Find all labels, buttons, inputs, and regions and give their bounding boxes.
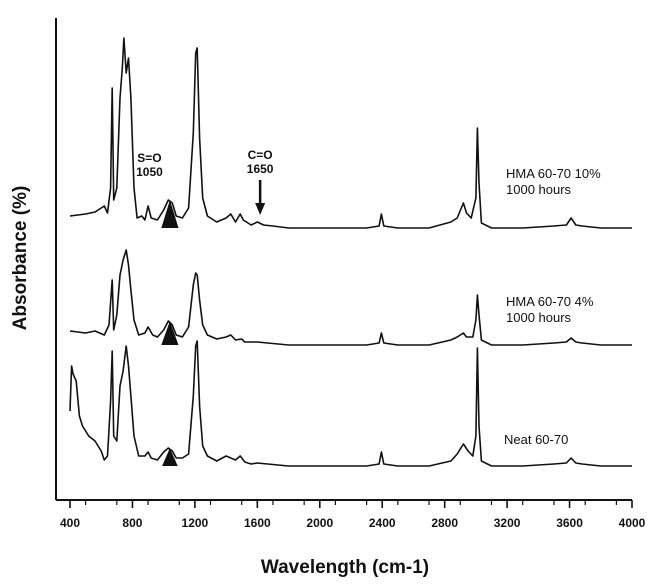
annotation-1-line-1: S=O: [137, 151, 161, 165]
x-tick-label-2000: 2000: [306, 516, 333, 530]
y-axis-title: Absorbance (%): [10, 186, 31, 331]
annotation-2-line-2: 1650: [247, 162, 274, 176]
series-label-2-line-1: HMA 60-70 4%: [506, 294, 594, 309]
series-line-2: [69, 249, 632, 346]
x-tick-label-2400: 2400: [369, 516, 396, 530]
series-label-2-line-2: 1000 hours: [506, 310, 572, 325]
filled-peak-3: [162, 448, 178, 466]
x-tick-layer: 400 800 1200 1600 2000 2400 2800 3200 3600 4000: [60, 500, 646, 530]
x-tick-label-400: 400: [60, 516, 80, 530]
annotation-2-line-1: C=O: [248, 148, 273, 162]
peak-fill-layer: [161, 200, 179, 466]
annotation-1-line-2: 1050: [136, 165, 163, 179]
annotation-arrow-head: [255, 203, 266, 215]
x-tick-label-1600: 1600: [244, 516, 271, 530]
x-axis-title: Wavelength (cm-1): [261, 557, 429, 578]
x-tick-label-3600: 3600: [556, 516, 583, 530]
series-line-3: [69, 340, 632, 467]
x-tick-label-2800: 2800: [431, 516, 458, 530]
series-label-1-line-2: 1000 hours: [506, 182, 572, 197]
filled-peak-1: [161, 200, 179, 228]
x-tick-label-3200: 3200: [494, 516, 521, 530]
series-label-3-line-1: Neat 60-70: [504, 432, 568, 447]
x-tick-label-1200: 1200: [182, 516, 209, 530]
filled-peak-2: [161, 321, 179, 345]
series-label-1-line-1: HMA 60-70 10%: [506, 166, 601, 181]
series-line-1: [69, 37, 632, 229]
series-layer: [69, 37, 632, 467]
x-tick-label-800: 800: [122, 516, 142, 530]
x-tick-label-4000: 4000: [619, 516, 646, 530]
